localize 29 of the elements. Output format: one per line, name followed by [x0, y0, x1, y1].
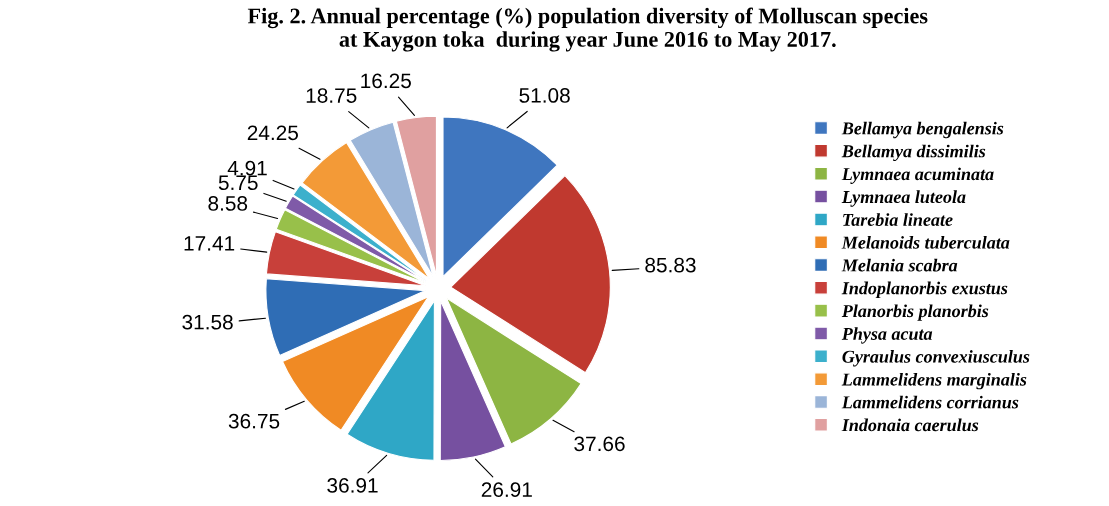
data-label: 26.91 [481, 482, 532, 498]
data-label: 17.41 [184, 236, 235, 251]
chart-title: Fig. 2. Annual percentage (%) population diversity of Molluscan species at Kaygon toka during year June 2016 to May 2017. [247, 7, 928, 52]
legend-label: Physa acuta [841, 327, 933, 344]
data-label: 36.91 [327, 478, 378, 493]
data-label: 37.66 [574, 436, 625, 452]
data-label: 5.75 [218, 175, 258, 191]
legend-label: Gyraulus convexiusculus [842, 350, 1030, 367]
data-label: 31.58 [182, 314, 233, 330]
data-label: 4.91 [227, 160, 267, 176]
legend-label: Lymnaea acuminata [841, 167, 994, 184]
legend-label: Tarebia lineate [843, 213, 953, 226]
legend-label: Indonaia caerulus [841, 418, 979, 432]
data-label: 16.25 [361, 73, 411, 89]
legend-label: Indoplanorbis exustus [841, 281, 1008, 298]
legend-label: Lammelidens marginalis [841, 372, 1027, 390]
legend-label: Lammelidens corrianus [841, 395, 1019, 409]
data-label: 8.58 [208, 196, 248, 211]
data-label: 85.83 [645, 257, 696, 273]
legend-label: Bellamya bengalensis [841, 121, 1004, 139]
data-label: 36.75 [228, 413, 280, 429]
legend-label: Bellamya dissimilis [841, 144, 986, 162]
legend-label: Lymnaea luteola [841, 190, 966, 207]
legend-label: Melanoids tuberculata [841, 236, 1010, 249]
data-label: 24.25 [247, 125, 298, 141]
legend-label: Planorbis planorbis [841, 304, 989, 321]
legend-label: Melania scabra [841, 258, 958, 272]
data-label: 18.75 [306, 88, 357, 103]
data-label: 51.08 [519, 88, 570, 103]
